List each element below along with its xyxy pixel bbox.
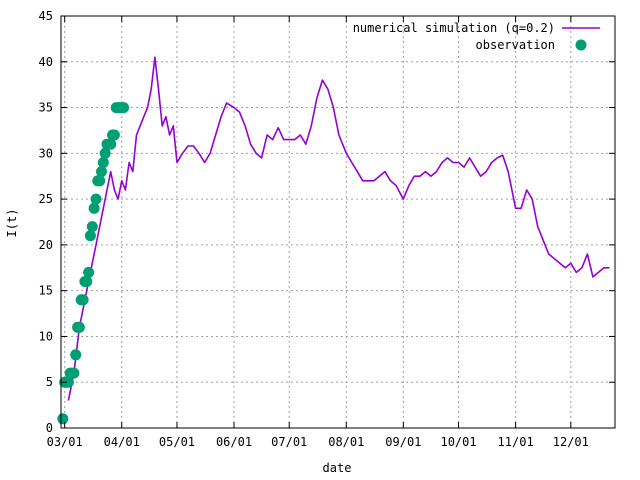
x-tick-label: 08/01 xyxy=(328,435,364,449)
observation-point xyxy=(90,193,102,205)
y-tick-label: 45 xyxy=(39,9,53,23)
observation-point xyxy=(86,221,98,233)
x-tick-label: 05/01 xyxy=(159,435,195,449)
x-tick-label: 04/01 xyxy=(104,435,140,449)
x-tick-label: 07/01 xyxy=(271,435,307,449)
observation-point xyxy=(94,175,106,187)
observation-point xyxy=(84,230,96,242)
axes: 0 5 10 15 20 25 30 35 40 45 03/01 04/01 05/01 06/01 07… xyxy=(39,9,615,449)
y-tick-label: 40 xyxy=(39,55,53,69)
y-tick-label: 10 xyxy=(39,329,53,343)
observation-point xyxy=(108,129,120,141)
y-tick-label: 30 xyxy=(39,146,53,160)
x-tick-label: 11/01 xyxy=(498,435,534,449)
observation-point xyxy=(97,157,109,168)
observation-point xyxy=(105,138,117,150)
observation-point xyxy=(77,294,89,306)
y-tick-label: 35 xyxy=(39,101,53,115)
y-tick-label: 0 xyxy=(46,421,53,435)
series-layer xyxy=(57,56,610,425)
observation-point xyxy=(83,266,95,278)
observation-point xyxy=(68,367,80,379)
x-axis-label: date xyxy=(323,461,352,475)
legend-label: numerical simulation (q=0.2) xyxy=(353,21,555,35)
observation-point xyxy=(73,321,85,333)
grid xyxy=(61,16,615,428)
observation-point xyxy=(88,202,100,214)
observation-point xyxy=(70,349,82,361)
x-tick-label: 06/01 xyxy=(216,435,252,449)
y-tick-label: 5 xyxy=(46,375,53,389)
y-tick-label: 20 xyxy=(39,238,53,252)
observation-point xyxy=(99,147,111,159)
legend-label: observation xyxy=(476,38,555,52)
observation-point xyxy=(81,276,93,287)
y-tick-label: 25 xyxy=(39,192,53,206)
legend-point-swatch xyxy=(575,39,587,51)
simulation-series-line xyxy=(67,56,610,401)
legend: numerical simulation (q=0.2) observation xyxy=(353,21,600,52)
observation-point xyxy=(118,102,130,114)
y-axis-label: I(t) xyxy=(5,209,19,238)
x-tick-label: 09/01 xyxy=(385,435,421,449)
x-tick-label: 03/01 xyxy=(47,435,83,449)
observation-point xyxy=(96,166,107,178)
plot-border xyxy=(60,15,616,429)
observation-point xyxy=(57,413,69,425)
observation-point xyxy=(62,376,74,388)
x-tick-label: 12/01 xyxy=(553,435,589,449)
x-tick-label: 10/01 xyxy=(440,435,476,449)
y-tick-label: 15 xyxy=(39,284,53,298)
